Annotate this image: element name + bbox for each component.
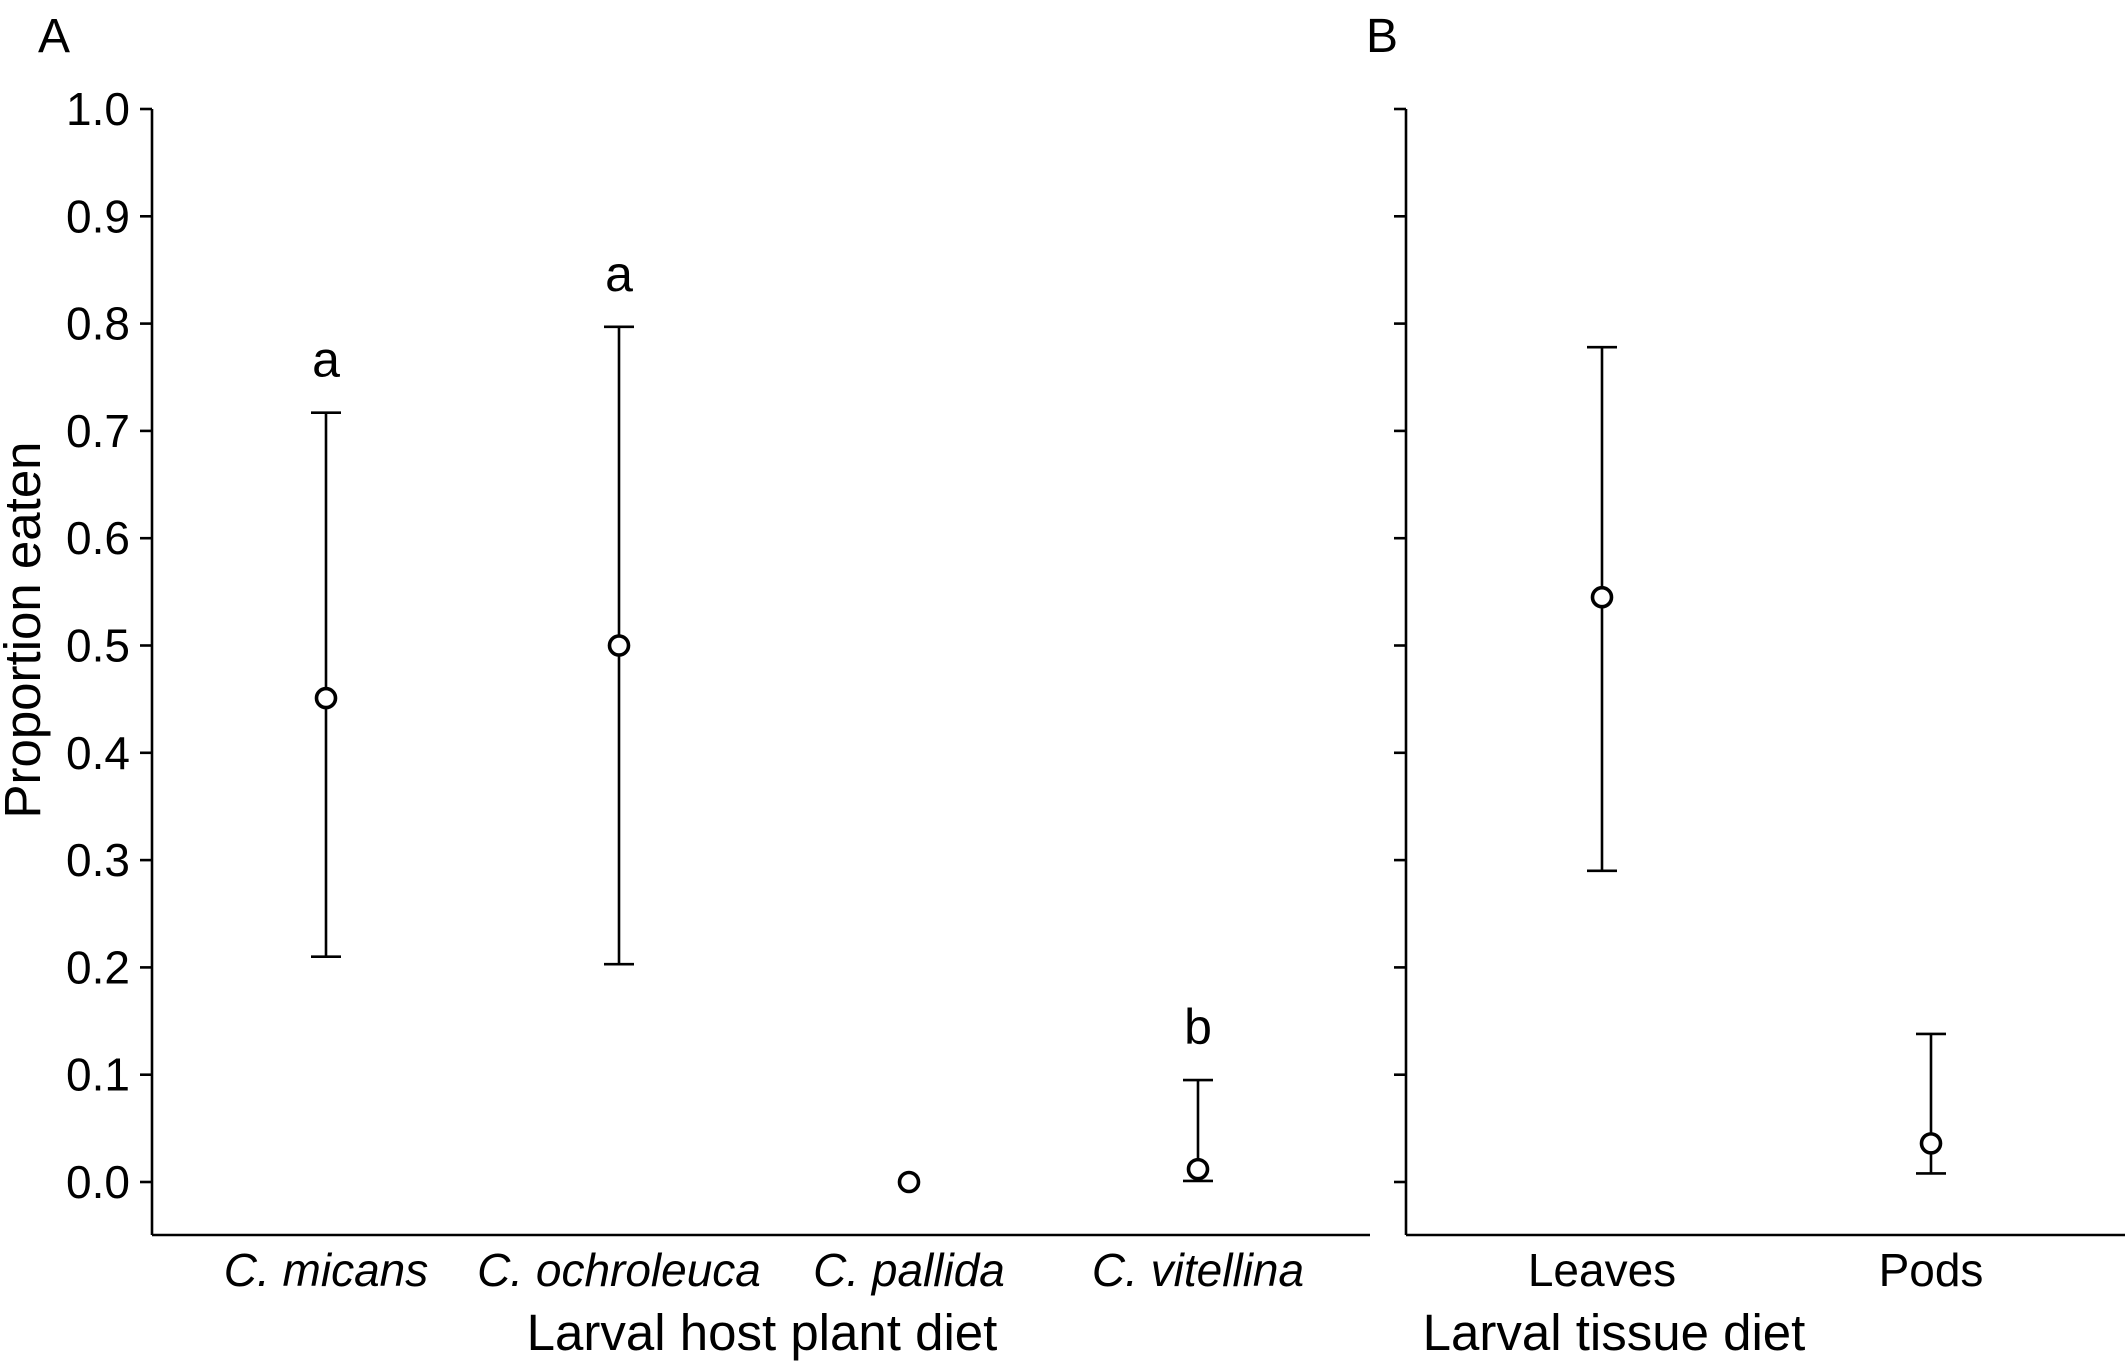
y-tick-label: 0.8	[66, 298, 130, 350]
y-tick-label: 0.0	[66, 1156, 130, 1208]
panel-letter-b: B	[1366, 10, 1398, 63]
significance-letter: a	[605, 246, 633, 302]
data-point	[897, 1170, 921, 1194]
x-axis-title-a: Larval host plant diet	[527, 1304, 998, 1361]
y-tick-label: 1.0	[66, 83, 130, 135]
y-tick-label: 0.3	[66, 834, 130, 886]
data-point	[1919, 1132, 1943, 1155]
data-point	[607, 634, 631, 657]
significance-letter: a	[312, 332, 340, 388]
y-tick-label: 0.2	[66, 941, 130, 993]
x-axis-title-b: Larval tissue diet	[1423, 1304, 1806, 1361]
panel-b-plot: Leaves Pods	[1394, 107, 2125, 1296]
data-point	[314, 686, 338, 710]
y-tick-label: 0.7	[66, 405, 130, 457]
x-category-label: C. pallida	[813, 1244, 1005, 1296]
data-point	[1590, 585, 1614, 609]
x-category-label: C. vitellina	[1092, 1244, 1304, 1296]
x-category-label: C. ochroleuca	[477, 1244, 761, 1296]
significance-letter: b	[1184, 999, 1212, 1055]
panel-letter-a: A	[38, 10, 70, 63]
y-tick-label: 0.1	[66, 1049, 130, 1101]
x-category-label: Leaves	[1528, 1244, 1676, 1296]
y-tick-label: 0.9	[66, 190, 130, 242]
x-category-label: Pods	[1879, 1244, 1984, 1296]
y-axis-title: Proportion eaten	[0, 441, 51, 818]
data-point	[1186, 1157, 1210, 1181]
y-tick-label: 0.5	[66, 620, 130, 672]
y-tick-label: 0.6	[66, 512, 130, 564]
panel-a-plot: 0.0 0.1 0.2 0.3 0.4 0.5 0.6 0.7 0.8 0.9 1.0 C. mica…	[66, 83, 1370, 1296]
y-tick-label: 0.4	[66, 727, 130, 779]
x-category-label: C. micans	[224, 1244, 428, 1296]
